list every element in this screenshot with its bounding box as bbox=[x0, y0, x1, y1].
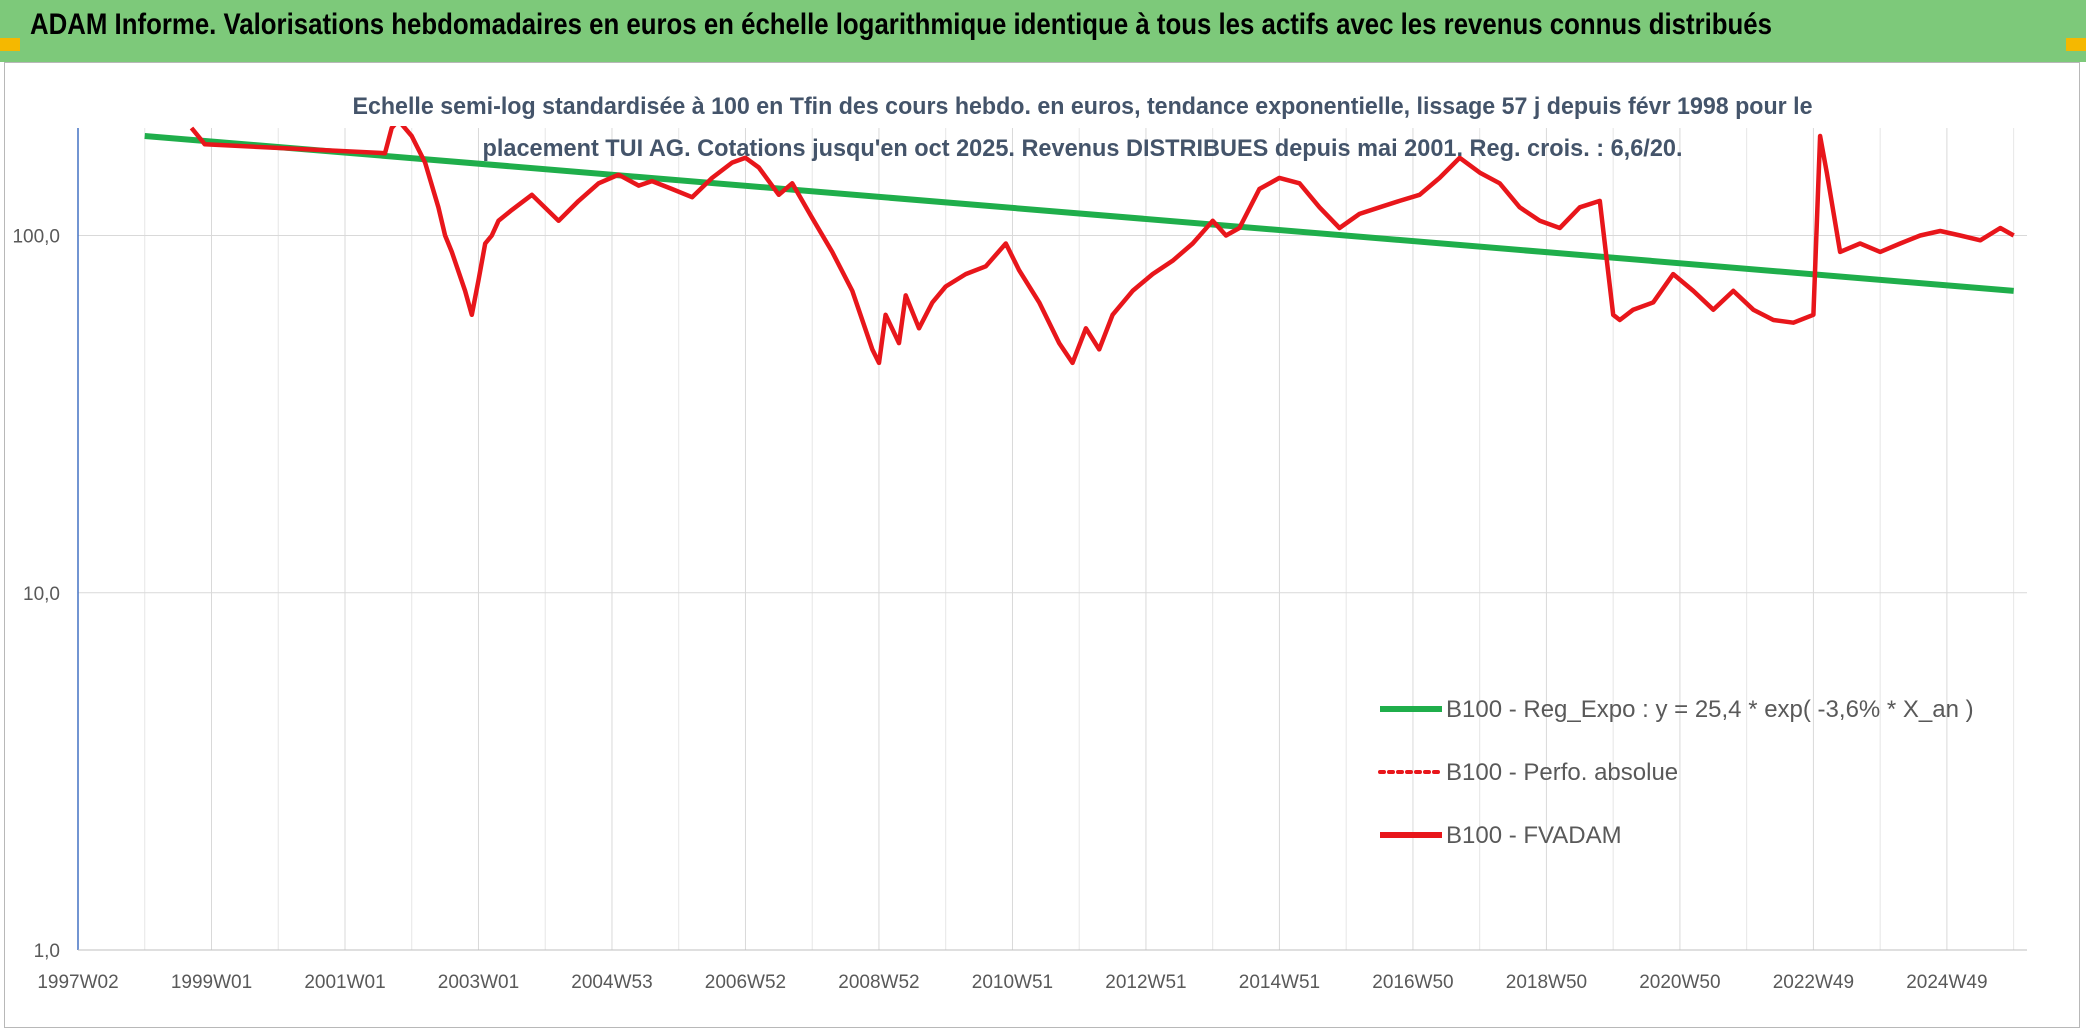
legend-label: B100 - FVADAM bbox=[1446, 822, 1622, 849]
banner: ADAM Informe. Valorisations hebdomadaire… bbox=[0, 0, 2086, 62]
y-tick-label: 1,0 bbox=[34, 941, 60, 962]
series-line-fvadam bbox=[189, 126, 2015, 366]
corner-marker-right bbox=[2066, 38, 2086, 51]
x-tick-label: 1999W01 bbox=[171, 972, 252, 993]
x-tick-label: 2018W50 bbox=[1506, 972, 1587, 993]
x-tick-label: 2004W53 bbox=[571, 972, 652, 993]
x-tick-label: 2016W50 bbox=[1372, 972, 1453, 993]
x-tick-label: 2010W51 bbox=[972, 972, 1053, 993]
series-line-reg-expo bbox=[144, 133, 2014, 294]
y-tick-label: 100,0 bbox=[12, 227, 60, 248]
chart-title-line-1: Echelle semi-log standardisée à 100 en T… bbox=[353, 93, 1813, 120]
plot-border bbox=[4, 62, 2080, 1028]
x-tick-label: 2020W50 bbox=[1639, 972, 1720, 993]
x-tick-label: 2022W49 bbox=[1773, 972, 1854, 993]
legend-label: B100 - Reg_Expo : y = 25,4 * exp( -3,6% … bbox=[1446, 696, 1974, 723]
x-tick-label: 2001W01 bbox=[304, 972, 385, 993]
banner-title: ADAM Informe. Valorisations hebdomadaire… bbox=[30, 8, 1772, 41]
x-tick-label: 2006W52 bbox=[705, 972, 786, 993]
x-tick-label: 2024W49 bbox=[1906, 972, 1987, 993]
x-tick-label: 2008W52 bbox=[838, 972, 919, 993]
x-tick-label: 1997W02 bbox=[37, 972, 118, 993]
legend-label: B100 - Perfo. absolue bbox=[1446, 759, 1678, 786]
x-tick-label: 2014W51 bbox=[1239, 972, 1320, 993]
chart-title-line-2: placement TUI AG. Cotations jusqu'en oct… bbox=[483, 135, 1683, 162]
x-tick-label: 2012W51 bbox=[1105, 972, 1186, 993]
x-tick-label: 2003W01 bbox=[438, 972, 519, 993]
corner-marker-left bbox=[0, 38, 20, 51]
y-tick-label: 10,0 bbox=[23, 584, 60, 605]
